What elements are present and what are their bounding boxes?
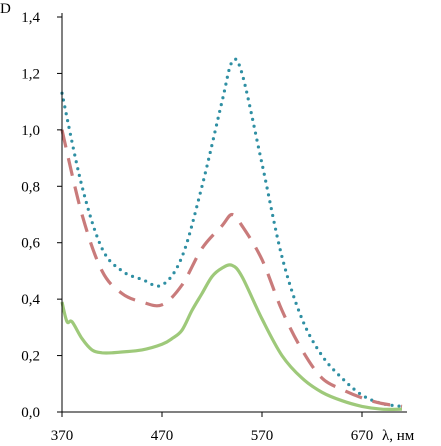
y-tick-label: 0,0 [21,405,40,421]
y-tick-label: 1,2 [21,66,40,82]
x-tick-label: 470 [151,428,174,444]
x-tick-label: 570 [251,428,274,444]
y-ticks: 0,0 0,2 0,4 0,6 0,8 1,0 1,2 1,4 [21,10,62,421]
axis-layer: 0,00,20,40,60,81,01,21,4 370 470 570 670 D … [0,1,415,444]
y-tick-label: 0,2 [21,349,40,365]
series-line-solid [60,263,403,411]
y-tick-label: 1,4 [21,10,40,26]
y-tick-label: 0,8 [21,179,40,195]
y-tick-label: 0,6 [21,236,40,252]
x-tick-label: 670 [351,428,374,444]
plot-layer [60,57,404,411]
series-line-dashed [60,129,403,408]
y-tick-label: 1,0 [21,123,40,139]
x-tick-label: 370 [51,428,74,444]
y-axis-title: D [0,1,11,17]
x-axis-title: λ, нм [382,428,415,444]
y-tick-label: 0,4 [21,292,40,308]
x-ticks: 370 470 570 670 [51,412,374,444]
series-line-dotted [60,57,404,408]
